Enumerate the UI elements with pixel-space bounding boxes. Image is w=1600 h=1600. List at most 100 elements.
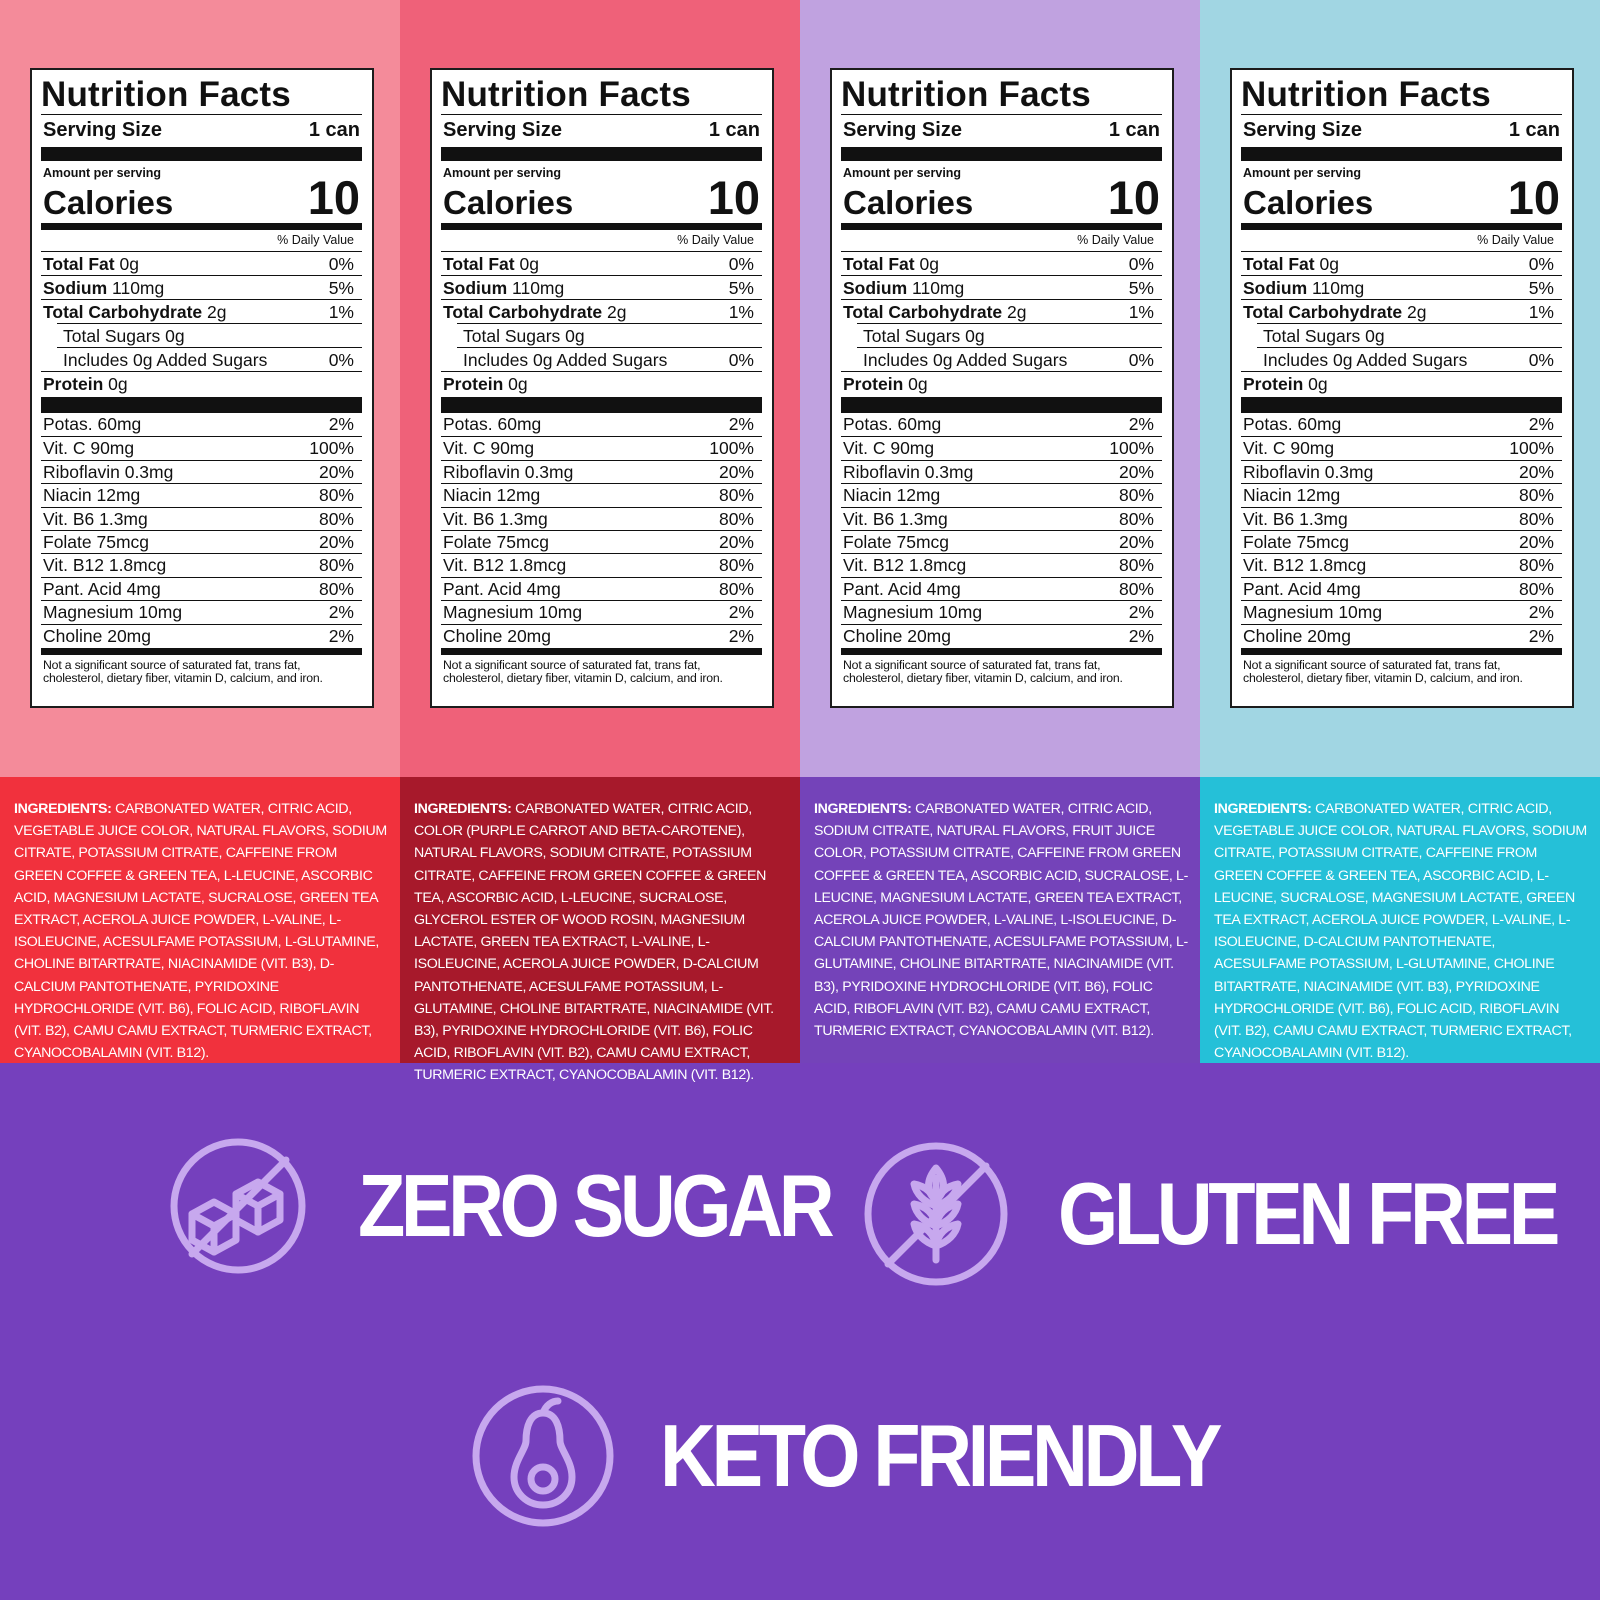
vitamin-name: Vit. B12 1.8mcg	[43, 555, 167, 576]
vitamin-name: Pant. Acid 4mg	[843, 578, 961, 599]
amount-per-serving: Amount per serving	[843, 166, 962, 180]
vitamin-name: Vit. C 90mg	[843, 438, 935, 459]
keto-friendly-text: KETO FRIENDLY	[660, 1406, 1223, 1505]
label-backdrop: Nutrition Facts Serving Size 1 can Amount p…	[0, 0, 400, 777]
serving-size-label: Serving Size	[43, 119, 162, 141]
nutrition-facts-label: Nutrition Facts Serving Size 1 can Amount p…	[1230, 68, 1574, 708]
vitamin-row: Vit. C 90mg 100%	[441, 436, 762, 459]
ingredients-block: INGREDIENTS: CARBONATED WATER, CITRIC AC…	[1200, 777, 1600, 1063]
vitamin-name: Vit. B12 1.8mcg	[1243, 555, 1367, 576]
vitamin-name: Folate 75mcg	[1243, 531, 1350, 552]
nutrient-row: Total Carbohydrate 2g 1%	[1241, 299, 1562, 323]
vitamin-row: Potas. 60mg 2%	[841, 413, 1162, 436]
calories-row: Calories 10	[41, 174, 362, 221]
nutrient-amount: 0g	[114, 254, 139, 274]
vitamin-daily-value: 80%	[1518, 508, 1554, 529]
vitamin-name: Riboflavin 0.3mg	[443, 461, 574, 482]
vitamin-daily-value: 80%	[1118, 508, 1154, 529]
divider-thick	[1241, 147, 1562, 161]
nutrition-facts-title: Nutrition Facts	[41, 75, 291, 114]
divider-thick	[841, 147, 1162, 161]
nutrient-row: Includes 0g Added Sugars 0%	[57, 347, 362, 371]
vitamin-name: Niacin 12mg	[1243, 485, 1341, 506]
nutrient-daily-value: 0%	[1128, 350, 1154, 370]
label-backdrop: Nutrition Facts Serving Size 1 can Amount p…	[1200, 0, 1600, 777]
vitamin-row: Folate 75mcg 20%	[41, 529, 362, 553]
vitamin-daily-value: 20%	[1118, 531, 1154, 552]
vitamin-row: Folate 75mcg 20%	[1241, 529, 1562, 553]
vitamin-daily-value: 100%	[309, 438, 354, 459]
divider-medium	[1241, 223, 1562, 230]
divider	[41, 114, 362, 115]
divider-medium	[441, 647, 762, 655]
label-footnote: Not a significant source of saturated fa…	[843, 657, 1123, 685]
vitamin-name: Potas. 60mg	[1243, 414, 1342, 434]
vitamin-daily-value: 2%	[1528, 602, 1554, 623]
vitamin-name: Magnesium 10mg	[43, 602, 183, 623]
nutrient-daily-value: 0%	[728, 350, 754, 370]
vitamin-row: Pant. Acid 4mg 80%	[441, 576, 762, 600]
vitamin-name: Vit. C 90mg	[43, 438, 135, 459]
ingredients-text: CARBONATED WATER, CITRIC ACID, VEGETABLE…	[1214, 801, 1587, 1062]
serving-size-label: Serving Size	[443, 119, 562, 141]
nutrient-daily-value: 0%	[1528, 350, 1554, 370]
nutrient-name: Includes 0g Added Sugars	[63, 350, 268, 370]
vitamin-daily-value: 80%	[718, 508, 754, 529]
nutrient-row: Includes 0g Added Sugars 0%	[857, 347, 1162, 371]
label-footnote: Not a significant source of saturated fa…	[43, 657, 323, 685]
serving-size-value: 1 can	[1108, 119, 1160, 141]
vitamin-daily-value: 80%	[318, 508, 354, 529]
ingredients-block: INGREDIENTS: CARBONATED WATER, CITRIC AC…	[800, 777, 1200, 1063]
nutrient-name: Total Carbohydrate	[1243, 302, 1403, 322]
vitamin-daily-value: 20%	[1518, 531, 1554, 552]
nutrient-daily-value: 1%	[728, 302, 754, 322]
amount-per-serving: Amount per serving	[1243, 166, 1362, 180]
nutrient-name: Total Sugars 0g	[63, 326, 185, 346]
vitamin-daily-value: 2%	[1128, 625, 1154, 646]
nutrition-facts-label: Nutrition Facts Serving Size 1 can Amount p…	[30, 68, 374, 708]
nutrient-daily-value: 0%	[1528, 254, 1554, 274]
nutrient-name: Protein	[843, 374, 904, 394]
ingredients-label: INGREDIENTS:	[1214, 801, 1312, 817]
vitamin-row: Riboflavin 0.3mg 20%	[841, 459, 1162, 483]
vitamin-row: Vit. B12 1.8mcg 80%	[41, 553, 362, 576]
vitamin-daily-value: 20%	[718, 461, 754, 482]
nutrient-name: Total Sugars 0g	[863, 326, 985, 346]
divider-medium	[41, 647, 362, 655]
ingredients-label: INGREDIENTS:	[14, 801, 112, 817]
label-footnote: Not a significant source of saturated fa…	[443, 657, 723, 685]
serving-size-value: 1 can	[1508, 119, 1560, 141]
vitamin-name: Pant. Acid 4mg	[43, 578, 161, 599]
vitamin-row: Niacin 12mg 80%	[1241, 483, 1562, 506]
nutrient-row: Sodium 110mg 5%	[441, 275, 762, 299]
calories-value: 10	[307, 171, 360, 224]
nutrient-row: Total Carbohydrate 2g 1%	[841, 299, 1162, 323]
nutrient-row: Sodium 110mg 5%	[1241, 275, 1562, 299]
nutrient-name: Total Fat	[843, 254, 915, 274]
daily-value-header: % Daily Value	[277, 233, 354, 247]
ingredients-text: CARBONATED WATER, CITRIC ACID, VEGETABLE…	[14, 801, 387, 1062]
nutrient-daily-value: 0%	[328, 350, 354, 370]
vitamin-daily-value: 2%	[728, 602, 754, 623]
nutrient-name: Includes 0g Added Sugars	[463, 350, 668, 370]
nutrient-daily-value: 5%	[1528, 278, 1554, 298]
keto-friendly-badge: KETO FRIENDLY	[470, 1383, 1294, 1529]
nutrient-name: Sodium	[1243, 278, 1308, 298]
vitamin-name: Potas. 60mg	[43, 414, 142, 434]
serving-size-label: Serving Size	[843, 119, 962, 141]
nutrient-daily-value: 0%	[728, 254, 754, 274]
label-backdrop: Nutrition Facts Serving Size 1 can Amount p…	[400, 0, 800, 777]
calories-label: Calories	[43, 184, 174, 221]
serving-size-row: Serving Size 1 can	[1241, 115, 1562, 145]
divider	[441, 114, 762, 115]
vitamin-daily-value: 20%	[718, 531, 754, 552]
label-footnote: Not a significant source of saturated fa…	[1243, 657, 1523, 685]
nutrient-name: Total Sugars 0g	[463, 326, 585, 346]
nutrient-amount: 2g	[1402, 302, 1427, 322]
vitamin-daily-value: 80%	[718, 578, 754, 599]
calories-value: 10	[1507, 171, 1560, 224]
vitamin-daily-value: 100%	[1509, 438, 1554, 459]
nutrient-amount: 0g	[903, 374, 928, 394]
vitamin-row: Vit. B6 1.3mg 80%	[41, 506, 362, 530]
vitamin-row: Magnesium 10mg 2%	[841, 600, 1162, 623]
